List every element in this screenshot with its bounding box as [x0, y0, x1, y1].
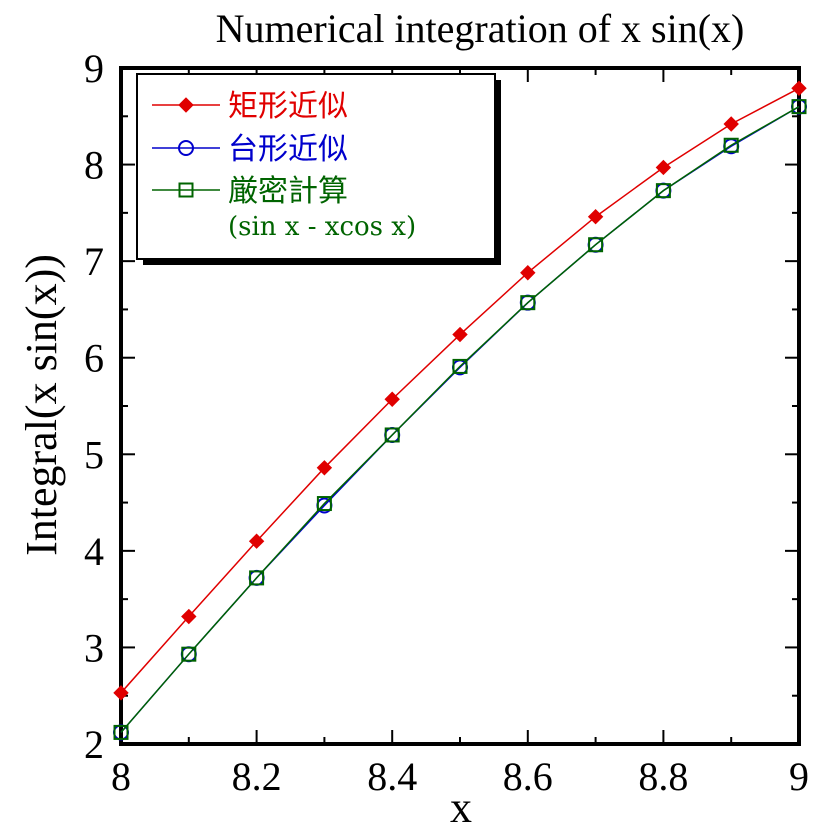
data-point [181, 646, 197, 662]
series-line [120, 105, 800, 733]
y-tick-label: 4 [84, 529, 104, 574]
y-tick-label: 6 [84, 336, 104, 381]
data-point [587, 209, 604, 225]
y-tick-label: 2 [84, 722, 104, 767]
data-point [723, 116, 739, 132]
legend-entry: 矩形近似 [228, 89, 348, 124]
data-point [520, 295, 536, 311]
series-exact [113, 99, 807, 740]
y-tick-label: 8 [84, 143, 104, 188]
x-tick-label: 8.4 [367, 754, 417, 799]
legend-entry: 台形近似 [228, 132, 348, 167]
data-point [520, 265, 536, 281]
data-point [723, 137, 739, 153]
plot-area: 8 8.2 8.4 8.6 8.8 9 2 3 4 5 6 7 8 9 [84, 46, 809, 799]
series-rectangle-approx [113, 80, 807, 701]
data-point [452, 358, 468, 374]
data-point [791, 99, 807, 115]
y-axis-label: Integral(x sin(x)) [17, 254, 66, 556]
x-tick-label: 8 [111, 754, 131, 799]
data-point [655, 159, 672, 176]
y-tick-label: 9 [84, 46, 104, 91]
x-tick-label: 8.2 [232, 754, 282, 799]
y-tick-label: 5 [84, 432, 104, 477]
legend-entry: 厳密計算 [228, 174, 348, 209]
data-point [249, 570, 265, 586]
x-tick-label: 8.6 [503, 754, 553, 799]
data-point [384, 427, 400, 443]
data-point [384, 391, 400, 407]
legend-marker [178, 140, 194, 156]
data-point [655, 183, 671, 199]
data-point [316, 460, 333, 476]
data-point [588, 237, 604, 253]
data-point [181, 608, 197, 625]
y-tick-label: 3 [84, 625, 104, 670]
data-point [113, 685, 129, 701]
data-point [113, 724, 129, 740]
chart-title: Numerical integration of x sin(x) [216, 6, 745, 51]
x-tick-label: 8.8 [638, 754, 688, 799]
legend-entry-sub: (sin x - xcos x) [228, 212, 416, 242]
legend-marker [178, 182, 194, 198]
x-axis-label: x [450, 783, 472, 823]
data-point [791, 80, 807, 96]
x-tick-label: 9 [789, 754, 809, 799]
data-point [248, 533, 265, 549]
data-point [452, 326, 468, 343]
y-tick-label: 7 [84, 239, 104, 284]
data-point [316, 496, 332, 512]
legend-marker [178, 97, 194, 113]
